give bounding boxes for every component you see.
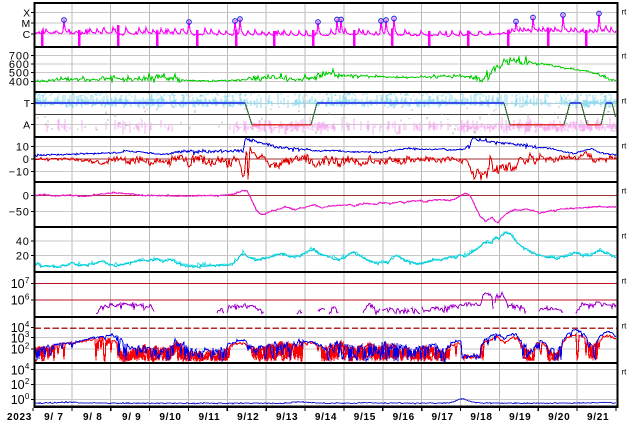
svg-text:rt: rt — [622, 142, 628, 151]
svg-text:9/ 8: 9/ 8 — [83, 412, 102, 423]
svg-text:X: X — [23, 8, 30, 20]
svg-text:0: 0 — [23, 154, 30, 166]
svg-text:rt: rt — [622, 368, 628, 377]
svg-text:9/14: 9/14 — [315, 412, 337, 423]
svg-text:−50: −50 — [9, 207, 30, 219]
svg-text:A: A — [23, 120, 30, 132]
svg-text:10: 10 — [11, 331, 25, 345]
svg-text:10: 10 — [11, 343, 25, 357]
svg-text:500: 500 — [9, 68, 30, 80]
svg-text:C: C — [23, 29, 31, 41]
svg-text:rt: rt — [622, 322, 628, 331]
svg-text:10: 10 — [16, 142, 30, 154]
svg-text:0: 0 — [23, 190, 30, 202]
svg-text:T: T — [24, 98, 31, 110]
svg-text:rt: rt — [622, 232, 628, 241]
svg-text:10: 10 — [11, 321, 25, 335]
svg-text:6: 6 — [25, 292, 30, 301]
svg-text:9/18: 9/18 — [470, 412, 492, 423]
svg-text:2: 2 — [25, 341, 30, 350]
svg-text:0: 0 — [25, 392, 30, 401]
svg-text:rt: rt — [622, 277, 628, 286]
svg-text:2: 2 — [25, 377, 30, 386]
svg-text:7: 7 — [25, 276, 30, 285]
svg-text:2023: 2023 — [7, 412, 32, 423]
svg-text:10: 10 — [11, 393, 25, 407]
svg-text:20: 20 — [16, 251, 30, 263]
svg-text:−10: −10 — [9, 166, 30, 178]
svg-text:4: 4 — [25, 362, 30, 371]
svg-text:10: 10 — [11, 378, 25, 392]
svg-text:4: 4 — [25, 320, 30, 329]
svg-text:rt: rt — [622, 187, 628, 196]
svg-text:400: 400 — [9, 76, 30, 88]
svg-text:9/17: 9/17 — [431, 412, 453, 423]
svg-text:9/21: 9/21 — [587, 412, 609, 423]
svg-text:10: 10 — [11, 277, 25, 291]
svg-text:700: 700 — [9, 50, 30, 62]
svg-text:9/ 9: 9/ 9 — [122, 412, 141, 423]
svg-text:M: M — [21, 18, 30, 30]
svg-text:9/13: 9/13 — [276, 412, 298, 423]
svg-text:rt: rt — [622, 97, 628, 106]
svg-text:600: 600 — [9, 59, 30, 71]
svg-text:rt: rt — [622, 8, 628, 17]
svg-text:9/16: 9/16 — [393, 412, 415, 423]
svg-text:9/19: 9/19 — [509, 412, 531, 423]
svg-text:3: 3 — [25, 330, 30, 339]
svg-text:9/12: 9/12 — [237, 412, 259, 423]
svg-text:10: 10 — [11, 294, 25, 308]
svg-text:9/20: 9/20 — [548, 412, 570, 423]
svg-text:9/10: 9/10 — [159, 412, 181, 423]
svg-text:9/15: 9/15 — [354, 412, 376, 423]
svg-text:9/ 7: 9/ 7 — [44, 412, 63, 423]
svg-text:rt: rt — [622, 52, 628, 61]
svg-text:40: 40 — [16, 236, 30, 248]
svg-text:9/11: 9/11 — [199, 412, 221, 423]
svg-text:10: 10 — [11, 363, 25, 377]
